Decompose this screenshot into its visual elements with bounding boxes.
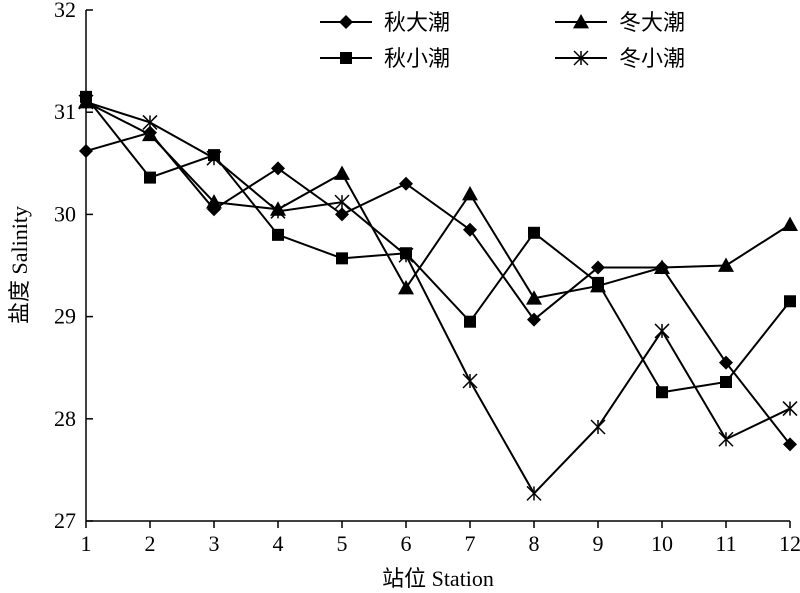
data-point-asterisk <box>573 50 589 66</box>
data-point-asterisk <box>78 94 94 110</box>
data-point-asterisk <box>590 419 606 435</box>
x-tick-label: 2 <box>145 531 156 556</box>
series-triangle <box>78 93 798 305</box>
data-point-diamond <box>527 312 541 327</box>
y-tick-label: 27 <box>54 508 76 533</box>
axes <box>85 10 790 522</box>
legend-label: 秋大潮 <box>384 11 450 36</box>
legend-item: 冬大潮 <box>555 11 685 36</box>
data-point-square <box>272 228 284 241</box>
data-point-asterisk <box>462 373 478 389</box>
series-square <box>80 90 796 399</box>
data-point-triangle <box>206 194 222 209</box>
series-asterisk <box>78 94 798 501</box>
data-point-square <box>528 226 540 239</box>
series-line <box>85 96 791 394</box>
data-point-asterisk <box>718 431 734 447</box>
data-point-square <box>720 376 732 389</box>
data-point-triangle <box>718 257 734 272</box>
data-point-asterisk <box>206 150 222 166</box>
data-point-asterisk <box>654 323 670 339</box>
data-point-square <box>336 252 348 265</box>
x-tick-label: 6 <box>401 531 412 556</box>
data-point-triangle <box>526 290 542 305</box>
y-tick-label: 29 <box>54 304 76 329</box>
x-tick-label: 5 <box>337 531 348 556</box>
y-tick-label: 30 <box>54 201 76 226</box>
x-tick-label: 12 <box>779 531 800 556</box>
data-point-diamond <box>463 222 477 237</box>
data-point-triangle <box>142 126 158 142</box>
x-axis-label: 站位 Station <box>382 566 494 591</box>
data-point-asterisk <box>526 485 542 501</box>
series-line <box>85 131 791 445</box>
legend-item: 秋小潮 <box>320 47 450 72</box>
data-point-asterisk <box>334 194 350 210</box>
data-point-asterisk <box>270 203 286 219</box>
x-tick-label: 8 <box>529 531 540 556</box>
x-tick-label: 7 <box>465 531 476 556</box>
data-point-diamond <box>591 260 605 275</box>
legend-label: 冬小潮 <box>619 47 685 72</box>
data-point-diamond <box>271 161 285 176</box>
data-point-square <box>464 315 476 328</box>
legend-item: 冬小潮 <box>555 47 685 72</box>
data-point-asterisk <box>782 401 798 417</box>
legend-item: 秋大潮 <box>320 11 450 36</box>
series-line <box>85 101 791 496</box>
data-point-triangle <box>573 14 589 29</box>
data-point-triangle <box>398 279 414 295</box>
data-point-diamond <box>783 437 797 452</box>
data-point-square <box>784 295 796 308</box>
series-line <box>85 101 791 300</box>
data-point-diamond <box>335 207 349 222</box>
ticks <box>85 9 791 528</box>
data-point-square <box>340 52 352 64</box>
x-tick-label: 10 <box>651 531 673 556</box>
data-point-square <box>144 171 156 184</box>
x-tick-label: 4 <box>273 531 284 556</box>
y-tick-label: 28 <box>54 406 76 431</box>
data-point-triangle <box>462 185 478 201</box>
data-point-square <box>592 276 604 289</box>
data-point-square <box>656 386 668 399</box>
x-tick-label: 3 <box>209 531 220 556</box>
y-tick-label: 31 <box>54 99 76 124</box>
series-layer <box>78 90 798 501</box>
legend-label: 冬大潮 <box>619 11 685 36</box>
data-point-diamond <box>719 355 733 370</box>
data-point-asterisk <box>142 114 158 130</box>
x-tick-label: 11 <box>715 531 736 556</box>
y-axis-label: 盐度 Salinity <box>7 206 32 324</box>
data-point-triangle <box>334 165 350 180</box>
data-point-triangle <box>654 259 670 274</box>
x-tick-label: 9 <box>593 531 604 556</box>
data-point-triangle <box>782 216 798 232</box>
data-point-diamond <box>79 144 93 159</box>
y-tick-label: 32 <box>54 0 76 22</box>
data-point-diamond <box>339 15 353 29</box>
x-tick-label: 1 <box>81 531 92 556</box>
data-point-diamond <box>399 176 413 191</box>
data-point-asterisk <box>398 247 414 263</box>
legend-label: 秋小潮 <box>384 47 450 72</box>
